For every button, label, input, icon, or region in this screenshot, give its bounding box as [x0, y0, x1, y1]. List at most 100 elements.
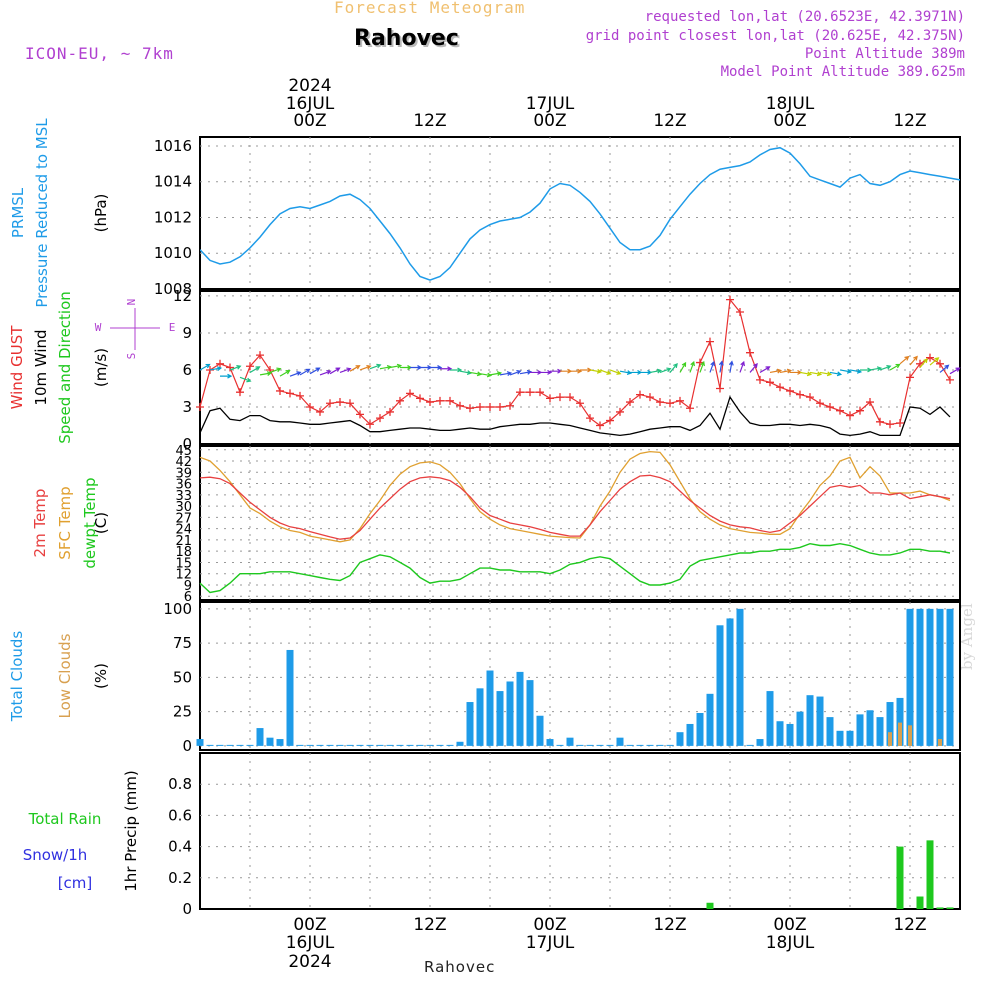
gust-marker — [686, 404, 694, 413]
gust-marker — [826, 402, 834, 411]
gust-marker — [886, 420, 894, 429]
footer-location: Rahovec — [424, 958, 496, 976]
total-cloud-bar — [526, 680, 534, 746]
total-cloud-bar — [486, 670, 494, 746]
low-cloud-bar — [888, 732, 892, 746]
total-cloud-bar — [556, 744, 564, 746]
gust-marker — [856, 406, 864, 415]
total-cloud-bar — [216, 744, 224, 746]
panel-label: Snow/1h — [23, 846, 88, 864]
wind-speed-line — [199, 395, 951, 437]
wind-arrow — [420, 365, 433, 370]
time-tick-bottom: 00Z — [773, 915, 806, 935]
gust-marker — [406, 389, 414, 398]
gust-marker — [586, 414, 594, 423]
wind-arrow — [879, 365, 892, 371]
compass-e: E — [169, 321, 176, 334]
wind-arrow — [540, 369, 553, 375]
compass-n: N — [125, 299, 138, 306]
unit-label: 1hr Precip (mm) — [122, 770, 140, 891]
wind-arrow — [259, 371, 273, 376]
total-cloud-bar — [696, 713, 704, 746]
gust-marker — [366, 420, 374, 429]
total-cloud-bar — [616, 737, 624, 746]
dewpt-line — [199, 542, 951, 594]
gust-marker — [706, 337, 714, 346]
total-cloud-bar — [516, 671, 524, 746]
time-tick-top: 00Z — [533, 111, 566, 131]
total-cloud-bar — [866, 710, 874, 746]
total-cloud-bar — [686, 723, 694, 746]
panel-label: Low Clouds — [56, 633, 74, 718]
point-altitude: Point Altitude 389m — [804, 46, 965, 62]
gust-marker — [816, 399, 824, 408]
wind-arrow — [249, 366, 261, 373]
gust-marker — [656, 398, 664, 407]
wind-arrow — [349, 365, 361, 372]
total-cloud-bar — [766, 691, 774, 746]
panel-label: Wind GUST — [8, 325, 26, 410]
rain-bar — [936, 907, 944, 909]
y-tick-label: 0.8 — [168, 775, 192, 793]
gust-marker — [476, 402, 484, 411]
wind-arrow — [699, 360, 705, 373]
total-cloud-bar — [646, 744, 654, 746]
wind-arrow — [489, 371, 503, 376]
gust-marker — [526, 388, 534, 397]
panel-label: PRMSL — [9, 187, 27, 238]
total-cloud-bar — [196, 739, 204, 746]
temp-2m-line — [199, 474, 951, 540]
y-tick-label: 12 — [173, 287, 192, 305]
y-tick-label: 33 — [175, 489, 192, 504]
total-cloud-bar — [246, 744, 254, 746]
total-cloud-bar — [716, 625, 724, 746]
y-tick-label: 6 — [182, 361, 192, 379]
total-cloud-bar — [606, 744, 614, 746]
time-tick-bottom: 12Z — [653, 915, 686, 935]
wind-arrow — [430, 365, 443, 370]
y-tick-label: 45 — [175, 444, 192, 459]
gust-marker — [296, 391, 304, 400]
panel-label: 10m Wind — [32, 329, 50, 405]
wind-arrow — [369, 363, 382, 370]
y-tick-label: 15 — [175, 556, 192, 571]
unit-label: (C) — [92, 512, 110, 534]
y-tick-label: 1014 — [154, 173, 192, 191]
sfc-temp-line — [199, 450, 951, 543]
y-tick-label: 25 — [173, 703, 192, 721]
total-cloud-bar — [506, 681, 514, 746]
total-cloud-bar — [636, 744, 644, 746]
wind-arrow — [410, 365, 423, 370]
gust-marker — [536, 388, 544, 397]
total-cloud-bar — [756, 739, 764, 746]
total-cloud-bar — [726, 618, 734, 746]
wind-arrow — [949, 367, 961, 375]
total-cloud-bar — [476, 688, 484, 746]
total-cloud-bar — [306, 744, 314, 746]
gust-marker — [276, 386, 284, 395]
total-cloud-bar — [706, 693, 714, 746]
total-cloud-bar — [776, 721, 784, 746]
wind-arrow — [299, 368, 311, 376]
gust-marker — [736, 307, 744, 316]
total-cloud-bar — [416, 744, 424, 746]
rain-bar — [926, 840, 934, 909]
y-tick-label: 39 — [175, 466, 192, 481]
wind-arrow — [669, 363, 678, 373]
total-cloud-bar — [326, 744, 334, 746]
wind-arrow — [509, 369, 522, 376]
wind-arrow — [239, 376, 252, 383]
gust-marker — [786, 386, 794, 395]
total-cloud-bar — [626, 744, 634, 746]
total-cloud-bar — [666, 744, 674, 746]
gust-marker — [846, 411, 854, 420]
wind-arrow — [400, 365, 413, 370]
gust-marker — [896, 419, 904, 428]
location-title: Rahovec — [354, 26, 459, 51]
total-cloud-bar — [926, 608, 934, 746]
gust-marker — [416, 394, 424, 403]
panel-clouds — [199, 601, 961, 751]
gust-marker — [556, 393, 564, 402]
gust-marker — [346, 399, 354, 408]
